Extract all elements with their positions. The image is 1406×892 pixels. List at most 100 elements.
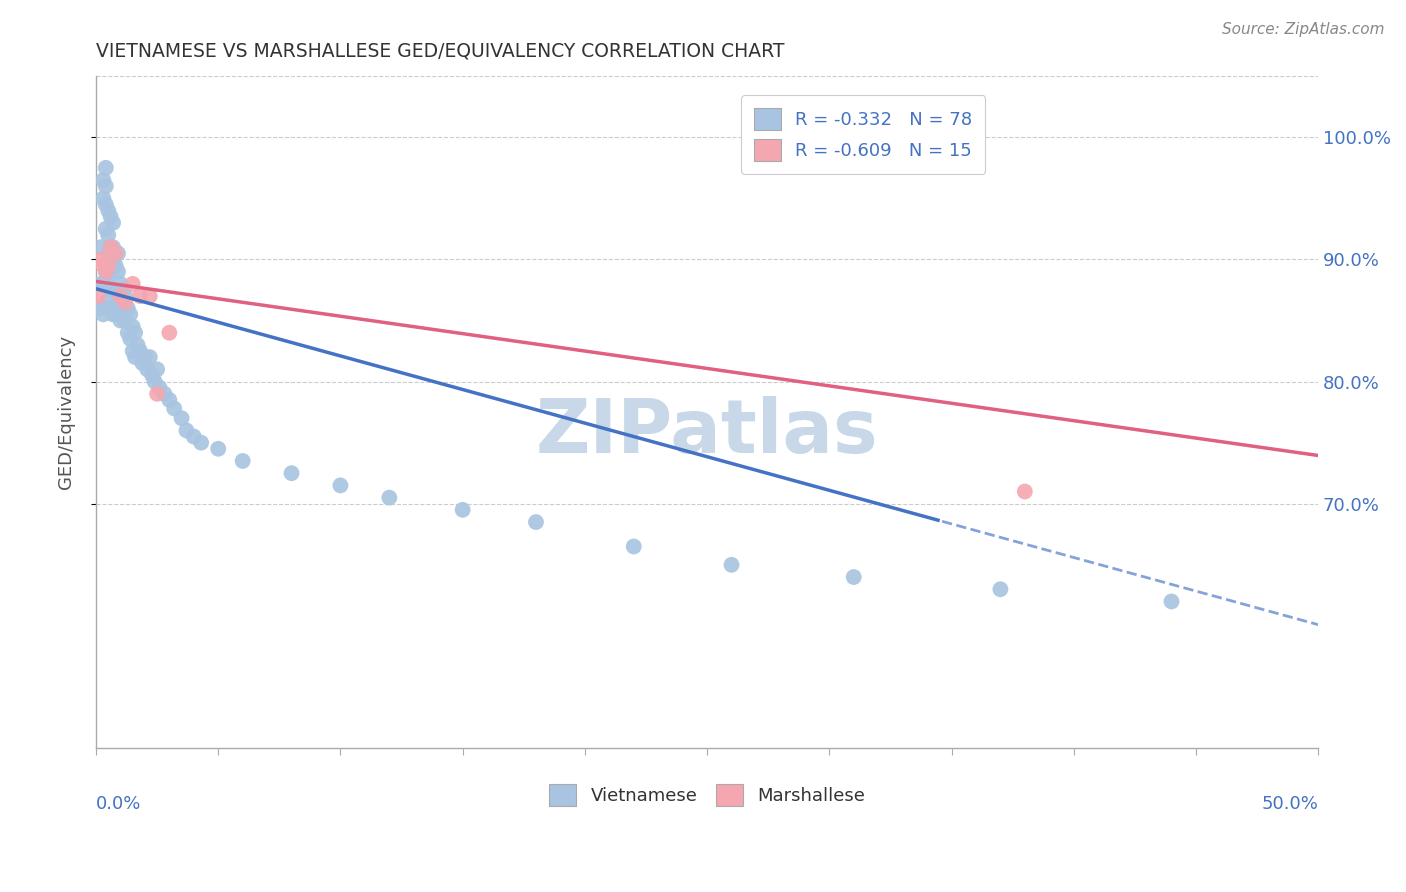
Point — [139, 350, 162, 364]
Point — [101, 259, 124, 273]
Point — [104, 307, 127, 321]
Point — [97, 203, 120, 218]
Point — [114, 313, 136, 327]
Point — [117, 326, 139, 340]
Y-axis label: GED/Equivalency: GED/Equivalency — [58, 335, 75, 489]
Point — [104, 246, 127, 260]
Point — [97, 227, 120, 242]
Point — [114, 295, 136, 310]
Point — [100, 283, 122, 297]
Point — [990, 582, 1012, 597]
Point — [157, 392, 180, 407]
Point — [121, 344, 143, 359]
Point — [94, 179, 117, 194]
Point — [623, 540, 645, 554]
Point — [101, 240, 124, 254]
Point — [136, 362, 159, 376]
Point — [176, 424, 198, 438]
Point — [163, 401, 186, 416]
Point — [100, 240, 122, 254]
Point — [143, 375, 166, 389]
Point — [101, 283, 124, 297]
Point — [183, 429, 205, 443]
Point — [170, 411, 193, 425]
Point — [94, 295, 117, 310]
Point — [94, 161, 117, 175]
Point — [93, 191, 115, 205]
Point — [129, 289, 152, 303]
Point — [87, 301, 110, 316]
Point — [97, 259, 120, 273]
Point — [131, 356, 153, 370]
Point — [124, 326, 146, 340]
Point — [378, 491, 401, 505]
Point — [329, 478, 352, 492]
Point — [110, 289, 132, 303]
Point — [117, 301, 139, 316]
Point — [93, 307, 115, 321]
Point — [157, 326, 180, 340]
Point — [101, 307, 124, 321]
Point — [207, 442, 229, 456]
Point — [94, 197, 117, 211]
Point — [120, 332, 142, 346]
Point — [90, 240, 112, 254]
Point — [93, 173, 115, 187]
Point — [104, 283, 127, 297]
Legend: Vietnamese, Marshallese: Vietnamese, Marshallese — [541, 776, 872, 813]
Point — [107, 295, 129, 310]
Point — [97, 246, 120, 260]
Point — [524, 515, 547, 529]
Point — [139, 289, 162, 303]
Point — [720, 558, 742, 572]
Point — [94, 265, 117, 279]
Point — [120, 307, 142, 321]
Point — [1160, 594, 1182, 608]
Text: 50.0%: 50.0% — [1261, 795, 1319, 814]
Point — [100, 240, 122, 254]
Point — [124, 350, 146, 364]
Point — [97, 301, 120, 316]
Point — [141, 368, 163, 383]
Point — [121, 277, 143, 291]
Point — [190, 435, 212, 450]
Point — [129, 344, 152, 359]
Point — [87, 289, 110, 303]
Point — [110, 313, 132, 327]
Point — [451, 503, 474, 517]
Point — [842, 570, 865, 584]
Point — [148, 381, 170, 395]
Text: VIETNAMESE VS MARSHALLESE GED/EQUIVALENCY CORRELATION CHART: VIETNAMESE VS MARSHALLESE GED/EQUIVALENC… — [96, 42, 785, 61]
Point — [101, 216, 124, 230]
Point — [90, 252, 112, 267]
Text: Source: ZipAtlas.com: Source: ZipAtlas.com — [1222, 22, 1385, 37]
Point — [111, 307, 134, 321]
Point — [146, 386, 169, 401]
Point — [107, 246, 129, 260]
Point — [104, 259, 127, 273]
Point — [93, 259, 115, 273]
Point — [111, 283, 134, 297]
Point — [93, 277, 115, 291]
Point — [232, 454, 254, 468]
Point — [94, 222, 117, 236]
Point — [121, 319, 143, 334]
Point — [1014, 484, 1036, 499]
Text: ZIPatlas: ZIPatlas — [536, 396, 879, 469]
Point — [100, 210, 122, 224]
Point — [127, 338, 149, 352]
Point — [134, 350, 156, 364]
Point — [90, 301, 112, 316]
Point — [280, 466, 302, 480]
Point — [94, 265, 117, 279]
Point — [110, 295, 132, 310]
Point — [90, 277, 112, 291]
Point — [153, 386, 176, 401]
Point — [146, 362, 169, 376]
Text: 0.0%: 0.0% — [96, 795, 142, 814]
Point — [114, 289, 136, 303]
Point — [97, 277, 120, 291]
Point — [100, 265, 122, 279]
Point — [110, 277, 132, 291]
Point — [107, 265, 129, 279]
